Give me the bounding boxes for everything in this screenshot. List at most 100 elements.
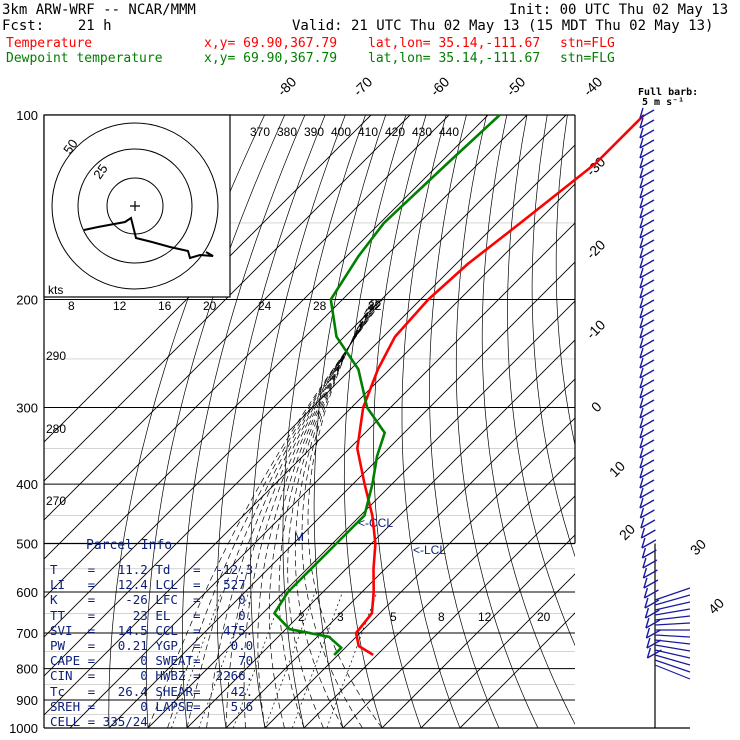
isotherm-line [342,495,575,728]
pressure-label: 500 [16,536,38,551]
parcel-info-row: SVI = 14.5 CCL = 475. [50,622,254,638]
isotherm-line [44,115,528,599]
mixing-ratio-label-low: 20 [537,610,551,624]
parcel-info-title: Parcel Info [86,538,173,553]
isotherm-label: -40 [580,73,606,99]
mixing-ratio-label-low: 12 [478,610,492,624]
isotherm-line [264,417,575,728]
wind-barbs [639,107,691,680]
mixing-ratio-line [264,591,316,728]
dry-adiabat [373,115,427,728]
dew-stn: stn=FLG [560,51,615,66]
wind-barb [639,189,655,199]
dry-adiabat [146,115,286,728]
wind-barb [639,129,655,139]
legend-temperature: Temperature [6,36,93,51]
wind-barb [639,249,655,259]
mixing-ratio-label-low: 5 [390,610,397,624]
wind-barb-flag [642,567,648,579]
wind-barb [639,349,655,359]
wind-barb [639,169,655,179]
wind-barb [654,659,691,673]
isotherm-label: 10 [606,458,628,480]
wind-barb-flag [639,197,644,209]
parcel-info-row: CAPE = 0 SWEAT= 70 [50,653,254,669]
theta-label: 380 [277,125,297,139]
hodograph-trace [83,216,214,260]
wind-barb-flag [639,347,644,359]
wind-barb-flag [646,647,652,659]
wind-barb-flag [643,587,649,599]
wind-barb [639,299,655,309]
parcel-info-row: LI = 12.4 LCL = 527. [50,577,254,593]
hodograph-center [130,201,140,211]
wind-barb-flag [639,467,644,479]
wind-barb [639,439,655,449]
wind-barb-flag [639,477,644,489]
dry-adiabat [481,115,575,725]
isotherm-line [381,534,575,728]
wind-barb [639,309,655,319]
isotherm-line [225,378,575,728]
wind-barb-flag [639,287,644,299]
wind-barb-flag [644,597,649,609]
mixing-ratio-label: 32 [368,299,382,313]
dry-adiabat [646,115,740,728]
wind-barb [654,644,691,652]
wind-barb-flag [639,397,644,409]
wind-barb-flag [641,547,647,559]
isotherm-line [44,115,567,638]
isotherm-label: 20 [616,521,638,543]
wind-barb [639,209,655,219]
isotherm-line [108,261,575,728]
moist-adiabat [243,299,379,728]
wind-barb-flag [639,137,644,149]
wind-barb-flag [639,337,644,349]
isotherm-label: -20 [583,236,609,262]
wind-barb [654,622,691,626]
theta-label: 420 [385,125,405,139]
parcel-info-row: TT = 23 EL = 0. [50,607,254,623]
wind-barb [639,269,655,279]
sounding-annotation: M [294,530,304,544]
wind-barb-flag [640,517,645,529]
wind-barb-flag [639,417,644,429]
dew-latlon: lat,lon= 35.14,-111.67 [368,51,541,66]
model-title: 3km ARW-WRF -- NCAR/MMM [2,2,196,18]
wind-barb [644,599,660,609]
wind-barb [639,449,655,459]
theta-label: 400 [331,125,351,139]
hodograph: 50 25 kts [43,114,231,298]
wind-barb-flag [639,187,644,199]
dry-adiabat [455,115,539,728]
wind-barb [640,519,656,529]
isotherm-label: 40 [705,595,727,617]
wind-barb [639,369,655,379]
parcel-info-row: K = -26 LFC = 0. [50,592,254,608]
isotherm-line [303,456,575,728]
mixing-ratio-line [171,591,222,728]
wind-barb [654,608,691,616]
dew-xy: x,y= 69.90,367.79 [204,51,338,66]
wind-barb-flag [639,107,644,119]
mixing-ratio-label-low: 2 [298,610,305,624]
wind-barb [639,119,655,129]
wind-barb-flag [639,277,644,289]
wind-barb [639,499,655,509]
wind-barb-flag [639,157,644,169]
wind-barb [639,389,655,399]
hodograph-ring-label: 25 [90,161,111,181]
moist-adiabat [278,299,376,728]
pressure-label: 200 [16,293,38,308]
pressure-label: 300 [16,400,38,415]
isotherm-line [44,115,489,560]
wind-barb [654,664,691,680]
wind-barb-flag [639,447,644,459]
wind-barb [654,654,691,666]
wind-barb [644,589,659,599]
parcel-info-row: SREH = 0 LAPSE= 5.6 [50,698,254,714]
wind-barb-flag [639,207,644,219]
wind-barb [639,319,655,329]
wind-barb-flag [639,507,645,519]
isotherm-label: 30 [687,536,709,558]
